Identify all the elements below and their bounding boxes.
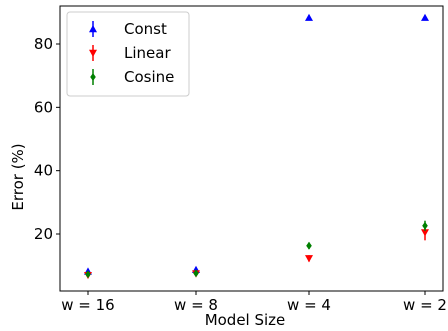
linear-point [421,229,429,237]
legend-const-marker [89,25,97,33]
legend-linear-marker [89,49,97,57]
data-marks [84,13,429,280]
cosine-point [306,241,312,250]
legend-linear-label: Linear [124,44,171,62]
const-point [421,13,429,21]
x-tick-label: w = 16 [61,296,114,314]
x-axis-title: Model Size [205,311,286,329]
plot-frame [59,5,444,292]
y-tick-label: 60 [34,98,53,116]
cosine-point [85,270,91,279]
cosine-point [193,269,199,278]
cosine-point [422,221,428,230]
axes: 20 40 60 80 w = 16 w = 8 w = 4 w = 2 [34,5,447,314]
legend-const-label: Const [124,20,167,38]
legend-cosine-marker [90,73,96,81]
legend-box [66,11,190,97]
x-tick-label: w = 4 [287,296,331,314]
x-tick-label: w = 8 [174,296,218,314]
const-point [305,13,313,21]
linear-point [305,255,313,263]
y-tick-label: 40 [34,162,53,180]
y-tick-label: 80 [34,35,53,53]
x-tick-label: w = 2 [403,296,447,314]
legend-cosine-label: Cosine [124,68,174,86]
legend: Const Linear Cosine [66,11,190,97]
y-axis-title: Error (%) [9,143,27,210]
y-tick-label: 20 [34,225,53,243]
